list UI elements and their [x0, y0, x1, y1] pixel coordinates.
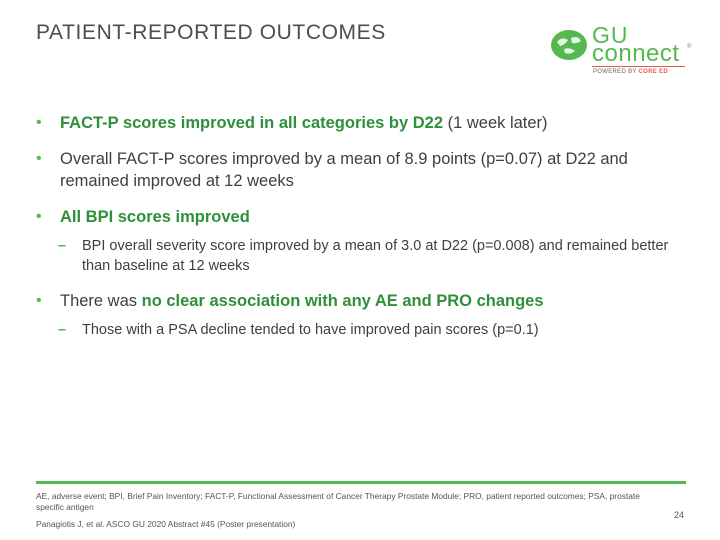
bullet-list: • FACT-P scores improved in all categori… — [36, 112, 696, 340]
bullet-item: • Overall FACT-P scores improved by a me… — [36, 150, 628, 190]
sub-bullet-item: – Those with a PSA decline tended to hav… — [58, 322, 539, 338]
globe-logo-icon — [551, 30, 587, 60]
logo-rule — [592, 66, 685, 67]
page-title: PATIENT-REPORTED OUTCOMES — [36, 21, 386, 44]
bullet-item: • There was no clear association with an… — [36, 292, 544, 310]
bullet-item: • All BPI scores improved — [36, 208, 250, 226]
bullet-dot: • — [36, 114, 42, 131]
sub-bullet-item: – BPI overall severity score improved by… — [58, 238, 669, 274]
logo-trademark: ® — [687, 44, 692, 50]
gu-connect-logo: GU connect ® POWERED BY CORE ED — [550, 22, 692, 80]
citation: Panagiotis J, et al. ASCO GU 2020 Abstra… — [36, 519, 296, 529]
page-number: 24 — [674, 510, 685, 520]
footer-divider — [36, 481, 686, 484]
sub-bullet-dash: – — [58, 238, 67, 254]
bullet-dot: • — [36, 292, 42, 309]
bullet-dot: • — [36, 150, 42, 167]
logo-gu-text: GU — [592, 22, 629, 48]
sub-bullet-dash: – — [58, 322, 67, 338]
bullet-item: • FACT-P scores improved in all categori… — [36, 114, 548, 132]
bullet-dot: • — [36, 208, 42, 225]
logo-powered-by: POWERED BY CORE ED — [593, 69, 668, 75]
logo-connect-text: connect — [592, 40, 680, 67]
logo-core-ed: CORE ED — [638, 69, 668, 75]
abbreviations-footnote: AE, adverse event; BPI, Brief Pain Inven… — [36, 491, 640, 512]
